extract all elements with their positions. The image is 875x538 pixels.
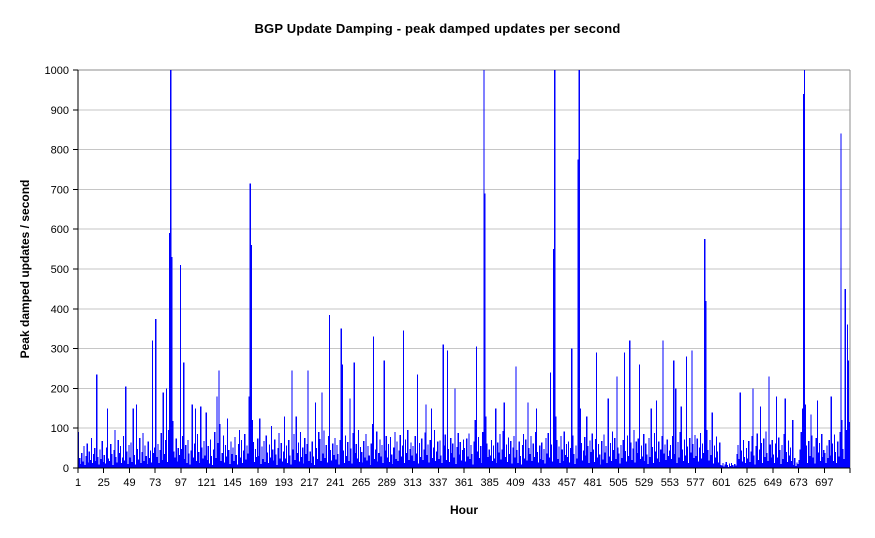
svg-text:409: 409 [506, 477, 524, 489]
svg-text:600: 600 [51, 224, 69, 236]
svg-text:900: 900 [51, 105, 69, 117]
svg-text:553: 553 [661, 477, 679, 489]
svg-text:241: 241 [326, 477, 344, 489]
svg-text:625: 625 [738, 477, 756, 489]
svg-text:73: 73 [149, 477, 161, 489]
svg-text:0: 0 [63, 463, 69, 475]
svg-text:481: 481 [583, 477, 601, 489]
svg-text:313: 313 [403, 477, 421, 489]
svg-text:457: 457 [558, 477, 576, 489]
svg-text:337: 337 [429, 477, 447, 489]
svg-text:25: 25 [98, 477, 110, 489]
svg-text:1000: 1000 [45, 65, 69, 77]
svg-text:145: 145 [223, 477, 241, 489]
svg-text:700: 700 [51, 184, 69, 196]
svg-text:265: 265 [352, 477, 370, 489]
svg-text:49: 49 [123, 477, 135, 489]
svg-text:289: 289 [378, 477, 396, 489]
svg-text:193: 193 [275, 477, 293, 489]
svg-text:1: 1 [75, 477, 81, 489]
svg-text:505: 505 [609, 477, 627, 489]
svg-text:500: 500 [51, 264, 69, 276]
svg-text:529: 529 [635, 477, 653, 489]
svg-text:385: 385 [481, 477, 499, 489]
chart-title: BGP Update Damping - peak damped updates… [254, 21, 621, 36]
svg-text:300: 300 [51, 344, 69, 356]
x-axis-title: Hour [450, 503, 478, 517]
svg-text:433: 433 [532, 477, 550, 489]
svg-text:121: 121 [197, 477, 215, 489]
svg-text:217: 217 [300, 477, 318, 489]
svg-text:649: 649 [764, 477, 782, 489]
svg-text:800: 800 [51, 145, 69, 157]
svg-text:400: 400 [51, 304, 69, 316]
svg-text:200: 200 [51, 383, 69, 395]
svg-text:601: 601 [712, 477, 730, 489]
svg-text:97: 97 [175, 477, 187, 489]
svg-text:697: 697 [815, 477, 833, 489]
svg-text:577: 577 [686, 477, 704, 489]
svg-text:100: 100 [51, 423, 69, 435]
svg-text:673: 673 [789, 477, 807, 489]
svg-text:169: 169 [249, 477, 267, 489]
svg-text:361: 361 [455, 477, 473, 489]
